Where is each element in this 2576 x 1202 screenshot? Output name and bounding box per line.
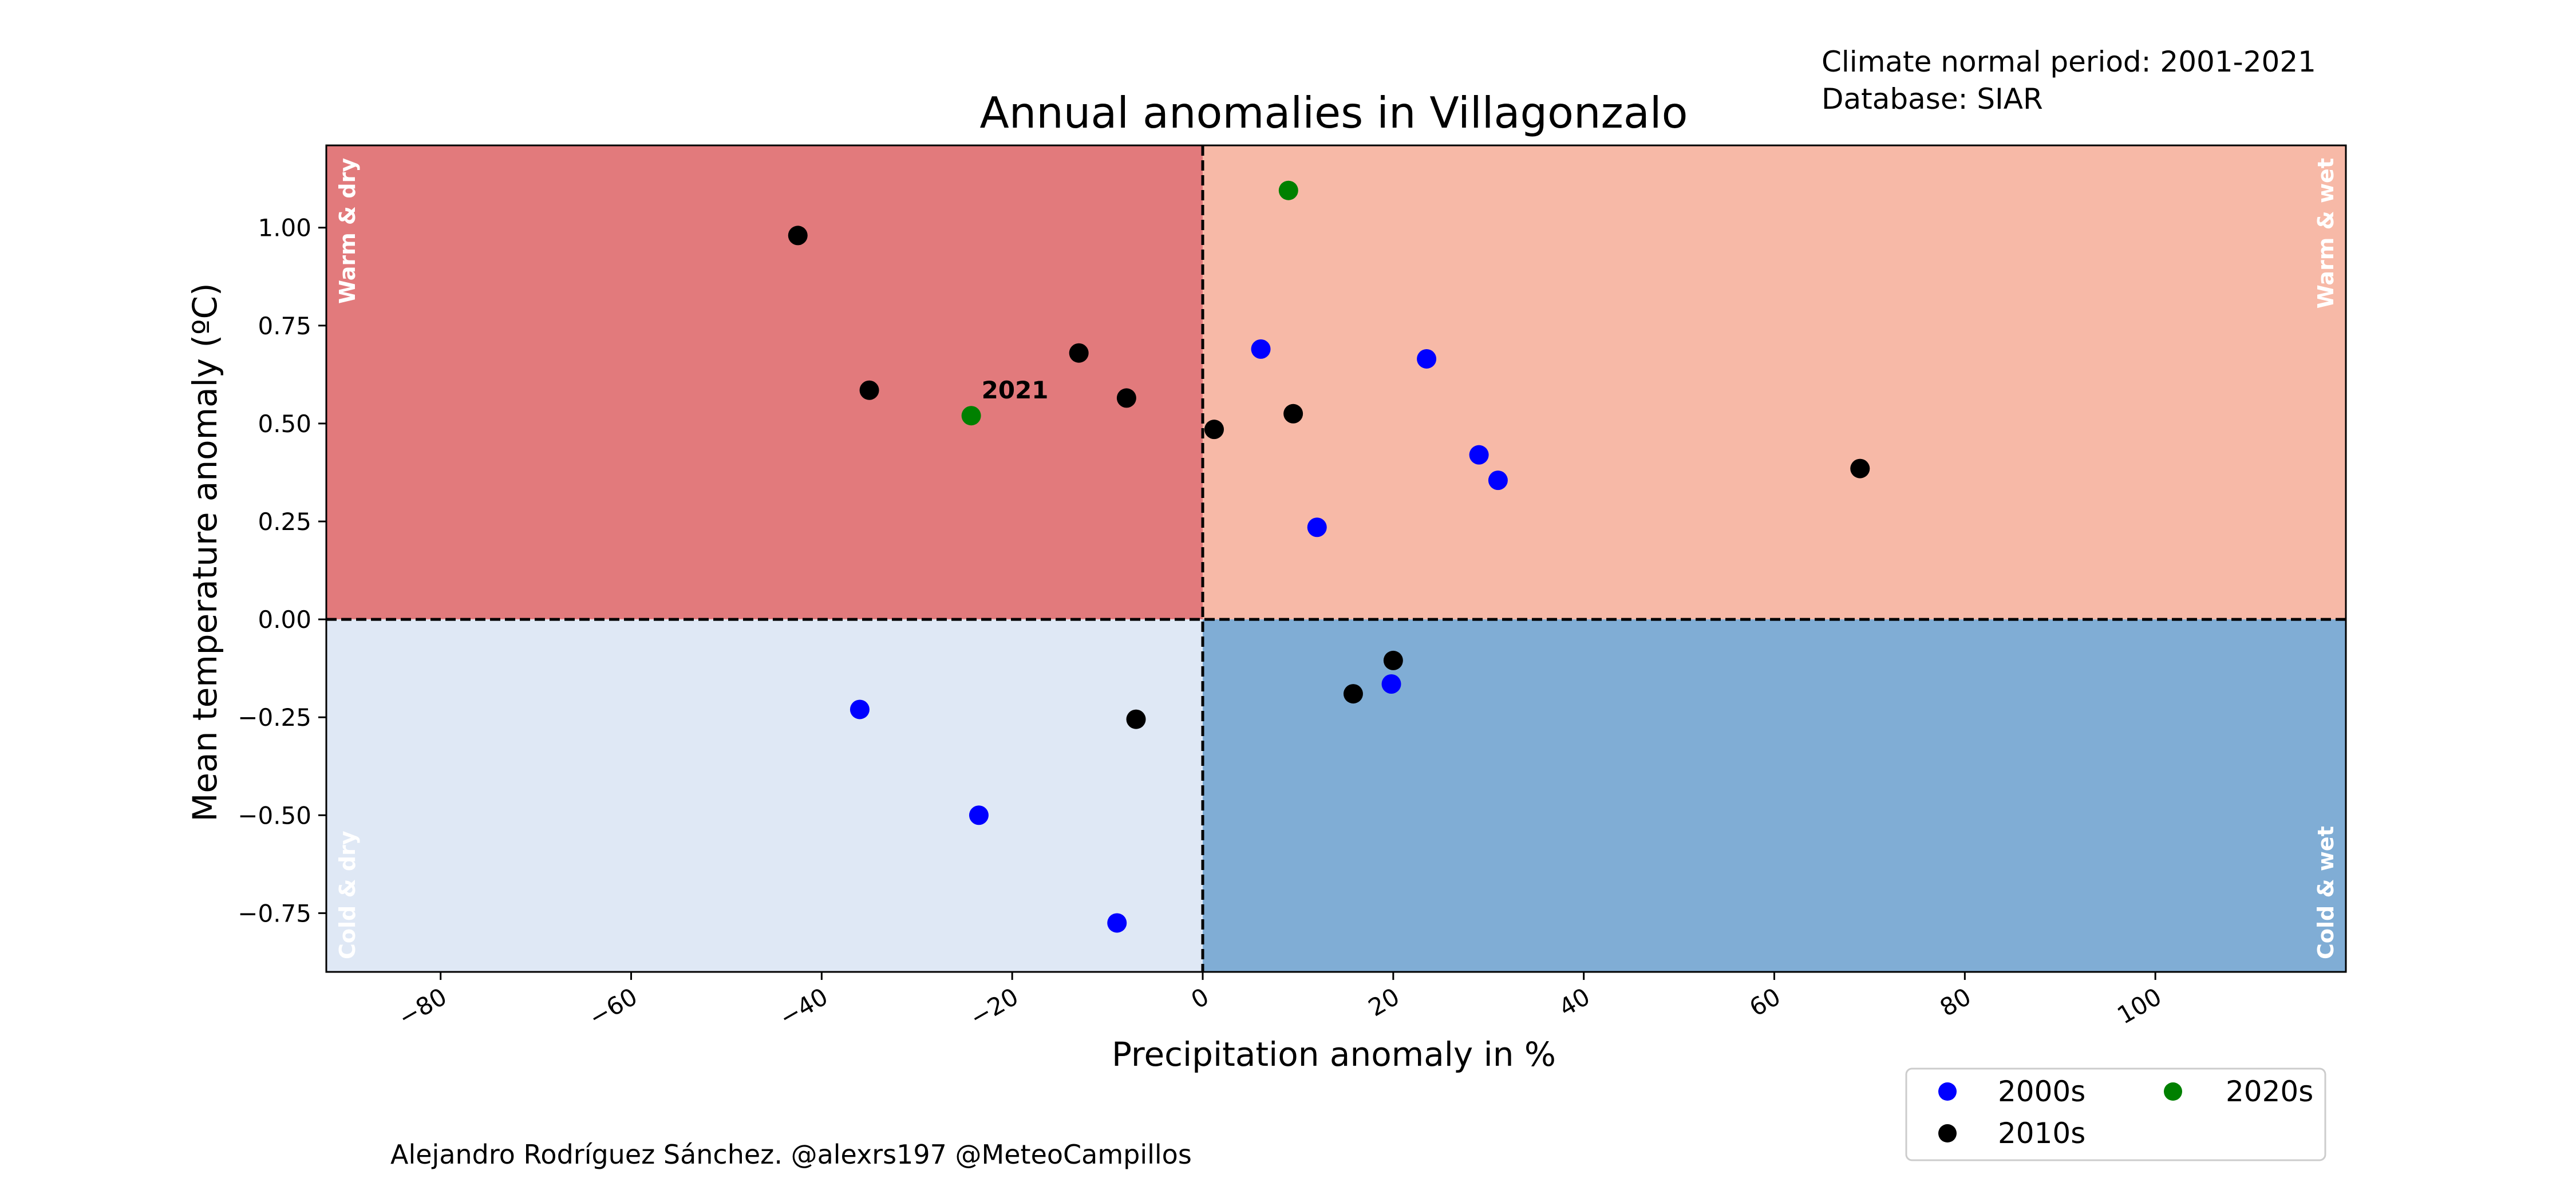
data-point-2000s — [1469, 445, 1489, 465]
x-tick-label: 20 — [1364, 982, 1404, 1022]
database-text: Database: SIAR — [1822, 82, 2043, 116]
data-point-2010s — [788, 226, 808, 246]
data-point-2000s — [1488, 470, 1508, 491]
y-tick-label: 0.00 — [258, 606, 311, 634]
quadrant-label-cold-wet: Cold & wet — [2313, 826, 2338, 959]
data-point-2000s — [1417, 349, 1437, 369]
x-tick-label: 80 — [1935, 982, 1976, 1022]
y-tick-label: 0.50 — [258, 410, 311, 438]
y-tick-label: 0.25 — [258, 508, 311, 536]
data-point-2000s — [1381, 674, 1401, 694]
data-point-2010s — [1126, 709, 1146, 729]
quadrant-cold-dry — [326, 619, 1203, 972]
data-point-2010s — [1283, 404, 1303, 424]
legend: 2000s 2010s 2020s — [1905, 1067, 2326, 1161]
quadrant-label-warm-dry: Warm & dry — [335, 158, 360, 304]
legend-box — [1905, 1067, 2326, 1161]
chart-title: Annual anomalies in Villagonzalo — [979, 88, 1688, 138]
quadrant-label-warm-wet: Warm & wet — [2313, 158, 2338, 309]
data-point-2000s — [850, 699, 870, 719]
legend-marker-2000s — [1938, 1082, 1957, 1101]
x-tick-label: 0 — [1186, 982, 1214, 1014]
legend-label-2010s: 2010s — [1998, 1117, 2085, 1150]
x-tick-label: −20 — [965, 982, 1023, 1032]
y-tick-label: −0.25 — [238, 703, 311, 732]
data-point-2010s — [1343, 684, 1363, 704]
legend-marker-2010s — [1938, 1124, 1957, 1142]
legend-marker-2020s — [2164, 1082, 2182, 1101]
data-point-2010s — [1383, 650, 1403, 670]
data-point-2020s — [961, 406, 981, 426]
y-axis-ticks: 1.00 0.75 0.50 0.25 0.00 −0.25 −0.50 −0.75 — [238, 214, 326, 927]
data-point-2010s — [1204, 420, 1224, 440]
legend-label-2020s: 2020s — [2226, 1075, 2313, 1108]
data-point-2010s — [1850, 458, 1870, 479]
x-tick-label: −60 — [584, 982, 642, 1032]
credit-text: Alejandro Rodríguez Sánchez. @alexrs197 … — [390, 1139, 1192, 1170]
quadrant-cold-wet — [1203, 619, 2346, 972]
data-point-2010s — [1069, 343, 1089, 363]
quadrant-label-cold-dry: Cold & dry — [335, 831, 360, 959]
legend-label-2000s: 2000s — [1998, 1075, 2085, 1108]
data-point-2000s — [1107, 913, 1127, 933]
y-tick-label: −0.50 — [238, 801, 311, 829]
data-point-2020s — [1278, 180, 1298, 200]
x-tick-label: 60 — [1745, 982, 1785, 1022]
x-axis-label: Precipitation anomaly in % — [1112, 1035, 1556, 1074]
data-point-2000s — [1251, 339, 1271, 359]
quadrant-warm-wet — [1203, 145, 2346, 620]
y-tick-label: −0.75 — [238, 899, 311, 927]
data-point-2000s — [1307, 517, 1327, 537]
x-tick-label: 100 — [2112, 982, 2166, 1030]
point-annotation: 2021 — [982, 376, 1049, 404]
data-point-2010s — [1116, 388, 1136, 408]
x-tick-label: −80 — [393, 982, 451, 1032]
data-point-2000s — [969, 805, 989, 825]
data-points: 2021 — [788, 180, 1870, 933]
data-point-2010s — [859, 380, 879, 400]
y-axis-label: Mean temperature anomaly (ºC) — [185, 283, 224, 821]
y-tick-label: 0.75 — [258, 312, 311, 340]
normal-period-text: Climate normal period: 2001-2021 — [1822, 45, 2316, 78]
x-axis-ticks: −80 −60 −40 −20 0 20 40 60 80 100 — [393, 972, 2166, 1032]
axes-frame — [325, 144, 2347, 973]
x-tick-label: −40 — [775, 982, 832, 1032]
quadrant-warm-dry — [326, 145, 1203, 620]
y-tick-label: 1.00 — [258, 214, 311, 242]
x-tick-label: 40 — [1554, 982, 1595, 1022]
